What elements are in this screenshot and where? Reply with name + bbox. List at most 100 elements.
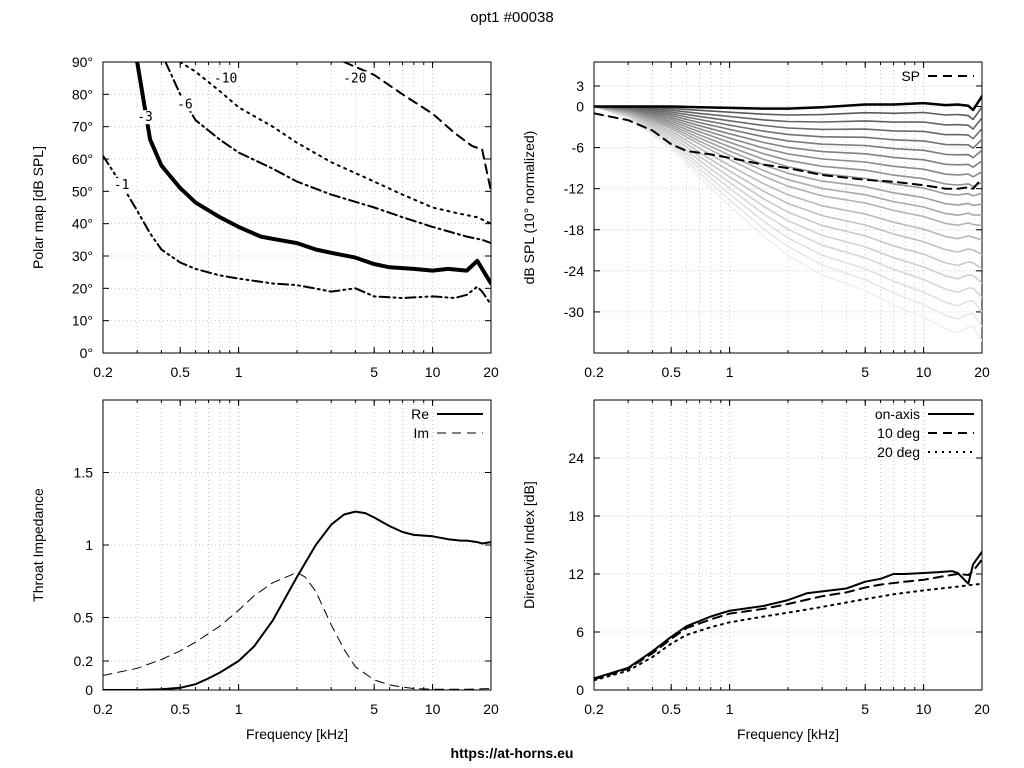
x-tick-label: 0.5 [661,701,681,717]
directivity-index-panel: 0.2 0.5 1 5 10 20 0 6 12 18 24 Directivity Index [d… [521,399,990,742]
y-tick-label: 10° [72,313,93,329]
sound-power-curve [594,112,982,190]
x-tick-label: 20 [483,701,499,717]
legend-label: 20 deg [877,444,920,460]
off-axis-curve [594,105,982,241]
y-axis-label: dB SPL (10° normalized) [521,131,537,285]
series--6 [164,62,491,245]
legend-label: SP [901,68,920,84]
x-tick-label: 0.2 [584,701,604,717]
off-axis-curve [594,105,982,299]
contour-label: -20 [343,71,366,86]
y-tick-label: 1 [85,537,93,553]
y-tick-label: -12 [564,181,584,197]
x-tick-label: 0.5 [170,701,190,717]
x-tick-label: 1 [235,701,243,717]
y-tick-label: -24 [564,263,584,279]
figure-title: opt1 #00038 [470,9,553,26]
series-20-deg [594,582,982,682]
y-axis-label: Polar map [dB SPL] [30,146,46,269]
x-tick-label: 5 [861,701,869,717]
y-tick-label: -18 [564,222,584,238]
legend-label: on-axis [875,406,920,422]
y-tick-label: -30 [564,304,584,320]
y-tick-label: 6 [576,624,584,640]
contour-label: -1 [114,178,130,193]
y-axis-label: Directivity Index [dB] [521,481,537,609]
y-tick-label: 0 [85,682,93,698]
contour-label: -10 [214,71,237,86]
y-tick-label: 90° [72,54,93,70]
plot-area [103,62,491,306]
x-tick-label: 0.5 [170,364,190,380]
off-axis-curve [594,105,982,342]
x-tick-label: 10 [425,701,441,717]
off-axis-curve [594,105,982,168]
series-on-axis [594,550,982,680]
y-tick-label: 0 [576,682,584,698]
footer-url: https://at-horns.eu [451,745,574,761]
x-tick-label: 20 [974,701,990,717]
x-axis-label: Frequency [kHz] [246,726,348,742]
off-axis-curve [594,105,982,140]
x-tick-label: 1 [726,364,734,380]
x-tick-label: 10 [916,701,932,717]
contour-label-bg [341,71,370,86]
off-axis-curve [594,105,982,328]
x-tick-label: 0.5 [661,364,681,380]
x-tick-label: 1 [235,364,243,380]
off-axis-curve [594,105,982,227]
legend-label: Im [413,425,429,441]
off-axis-curve [594,105,982,121]
off-axis-curve [594,105,982,130]
plot-area [103,510,491,690]
contour-label: -6 [177,97,193,112]
off-axis-curve [594,105,982,270]
y-tick-label: 60° [72,151,93,167]
x-tick-label: 5 [861,364,869,380]
x-tick-label: 1 [726,701,734,717]
y-axis-label: Throat Impedance [30,488,46,602]
series--20 [343,62,491,193]
contour-label-bg [211,71,240,86]
y-tick-label: 1.5 [74,465,94,481]
y-tick-label: 18 [568,508,584,524]
x-axis-label: Frequency [kHz] [737,726,839,742]
series--10 [179,62,491,225]
series--1 [103,154,491,306]
plot-area [594,550,982,682]
off-axis-curve [594,105,982,256]
contour-label-bg [111,178,132,193]
y-tick-label: 24 [568,450,584,466]
off-axis-curve [594,105,982,207]
contour-label: -3 [137,110,153,125]
y-tick-label: -6 [572,140,585,156]
x-tick-label: 0.2 [93,701,113,717]
y-tick-label: 3 [576,78,584,94]
off-axis-curve [594,105,982,159]
plot-frame [102,61,492,354]
x-tick-label: 10 [425,364,441,380]
off-axis-curve [594,105,982,188]
x-tick-label: 20 [483,364,499,380]
legend-label: 10 deg [877,425,920,441]
off-axis-curve [594,105,982,178]
x-tick-label: 5 [370,364,378,380]
plot-area [594,94,982,342]
y-tick-label: 30° [72,248,93,264]
y-tick-label: 80° [72,86,93,102]
x-tick-label: 0.2 [93,364,113,380]
y-tick-label: 50° [72,183,93,199]
y-tick-label: 12 [568,566,584,582]
x-tick-label: 0.2 [584,364,604,380]
off-axis-curve [594,105,982,313]
series-10-deg [594,558,982,681]
y-tick-label: 0.2 [74,653,94,669]
legend-label: Re [411,406,429,422]
on-axis-curve [594,94,982,112]
y-tick-label: 0.5 [74,610,94,626]
y-tick-label: 40° [72,216,93,232]
